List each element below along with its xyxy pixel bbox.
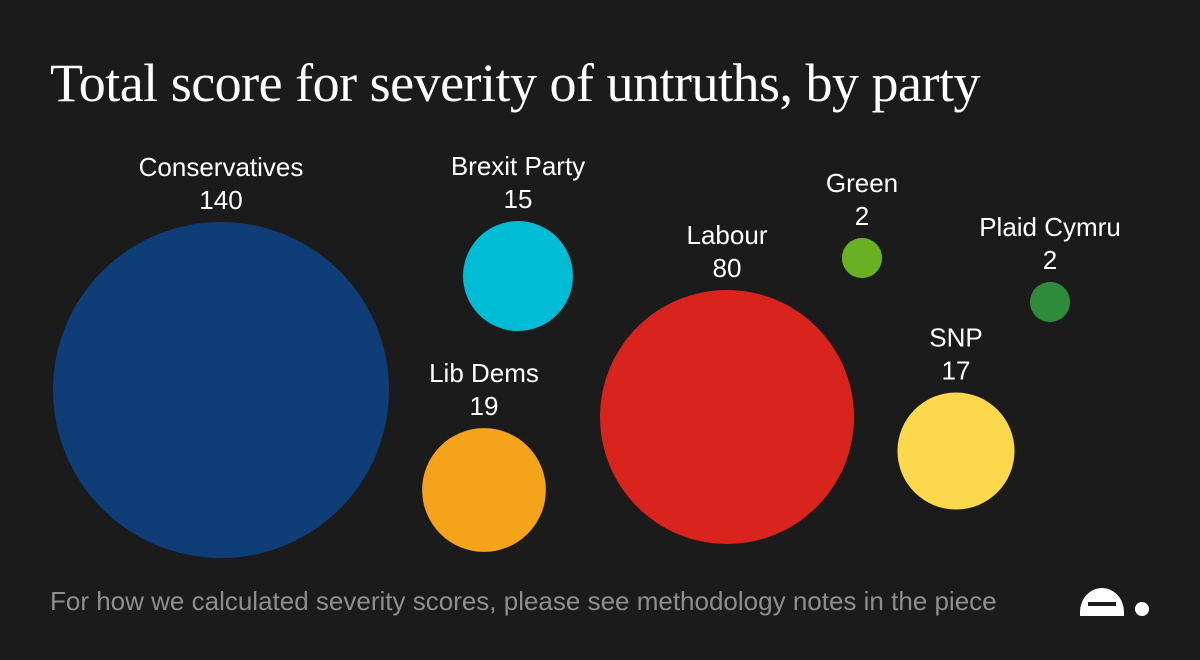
label-name-snp: SNP (929, 322, 982, 352)
bubble-labour (600, 290, 854, 544)
bubble-brexit-party (463, 221, 573, 331)
bubble-green (841, 237, 883, 279)
label-name-lib-dems: Lib Dems (429, 358, 539, 388)
label-value-conservatives: 140 (199, 185, 242, 215)
bubble-lib-dems (422, 428, 546, 552)
footnote: For how we calculated severity scores, p… (50, 586, 997, 616)
label-name-conservatives: Conservatives (139, 152, 304, 182)
label-value-lib-dems: 19 (470, 391, 499, 421)
bubble-conservatives (53, 222, 389, 558)
label-value-brexit-party: 15 (504, 184, 533, 214)
label-name-brexit-party: Brexit Party (451, 151, 585, 181)
chart-title: Total score for severity of untruths, by… (50, 53, 980, 113)
label-name-labour: Labour (687, 220, 768, 250)
publisher-logo-icon (1080, 588, 1149, 616)
bubble-plaid-cymru (1029, 281, 1071, 323)
label-value-green: 2 (855, 201, 869, 231)
label-value-plaid-cymru: 2 (1043, 245, 1057, 275)
label-value-snp: 17 (942, 355, 971, 385)
label-value-labour: 80 (713, 253, 742, 283)
bubble-snp (897, 392, 1015, 510)
label-name-plaid-cymru: Plaid Cymru (979, 212, 1121, 242)
label-name-green: Green (826, 168, 898, 198)
